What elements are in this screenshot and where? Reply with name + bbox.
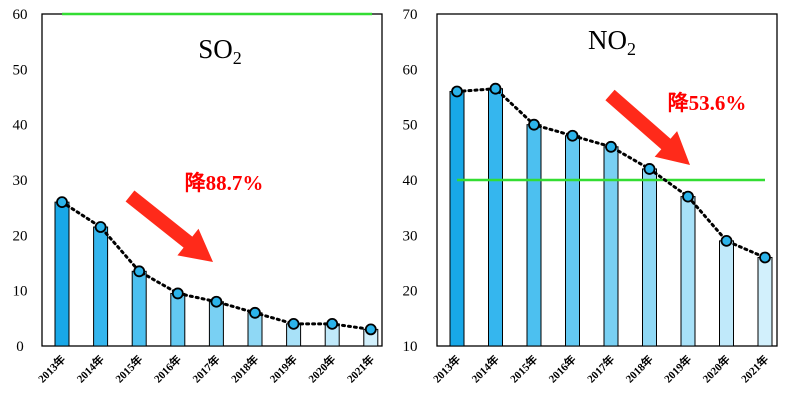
no2-y-tick-label: 40 bbox=[403, 173, 418, 189]
no2-data-point bbox=[451, 85, 463, 98]
so2-data-point bbox=[364, 323, 377, 336]
no2-decrease-annotation: 降53.6% bbox=[668, 91, 747, 115]
no2-data-point bbox=[759, 251, 771, 264]
so2-y-tick-label: 30 bbox=[13, 173, 28, 189]
no2-bar bbox=[719, 240, 734, 347]
so2-x-tick-label: 2020年 bbox=[305, 352, 338, 385]
no2-decrease-arrow bbox=[605, 89, 690, 165]
no2-bar bbox=[757, 256, 773, 347]
no2-x-tick-label: 2013年 bbox=[430, 352, 463, 385]
so2-x-tick-label: 2017年 bbox=[189, 352, 222, 385]
so2-bar bbox=[170, 292, 186, 347]
so2-data-point bbox=[133, 265, 146, 278]
no2-data-point bbox=[489, 82, 502, 95]
no2-data-point bbox=[720, 234, 733, 247]
so2-x-tick-label: 2016年 bbox=[151, 352, 184, 385]
no2-bar bbox=[526, 124, 542, 347]
no2-y-tick-label: 20 bbox=[403, 284, 418, 300]
so2-bar bbox=[131, 270, 147, 347]
so2-bar bbox=[93, 226, 109, 347]
no2-y-tick-label: 70 bbox=[403, 7, 418, 23]
so2-y-tick-label: 20 bbox=[13, 228, 28, 244]
so2-decrease-arrow bbox=[125, 190, 213, 262]
no2-data-point bbox=[528, 118, 540, 131]
no2-y-tick-label: 60 bbox=[403, 62, 418, 78]
so2-y-tick-label: 60 bbox=[13, 7, 28, 23]
no2-data-point bbox=[643, 163, 656, 175]
no2-bar bbox=[642, 168, 657, 347]
so2-x-tick-label: 2015年 bbox=[112, 352, 145, 385]
no2-x-tick-label: 2021年 bbox=[738, 352, 771, 385]
no2-y-tick-label: 10 bbox=[403, 339, 418, 355]
no2-data-point bbox=[682, 190, 694, 203]
no2-y-tick-label: 50 bbox=[403, 118, 418, 134]
so2-y-tick-label: 0 bbox=[16, 339, 24, 355]
so2-data-point bbox=[56, 196, 68, 209]
so2-x-tick-label: 2021年 bbox=[344, 352, 377, 385]
no2-x-tick-label: 2014年 bbox=[468, 352, 501, 385]
no2-data-point bbox=[566, 129, 579, 142]
so2-y-tick-label: 50 bbox=[13, 62, 28, 78]
so2-chart-title: SO2 bbox=[198, 34, 242, 68]
so2-data-point bbox=[326, 317, 339, 330]
no2-x-tick-label: 2016年 bbox=[545, 352, 578, 385]
so2-y-tick-label: 10 bbox=[13, 284, 28, 300]
so2-data-point bbox=[94, 221, 107, 233]
so2-x-tick-label: 2018年 bbox=[228, 352, 261, 385]
so2-decrease-annotation: 降88.7% bbox=[185, 171, 264, 195]
no2-x-tick-label: 2015年 bbox=[507, 352, 540, 385]
no2-x-tick-label: 2017年 bbox=[584, 352, 617, 385]
so2-x-tick-label: 2013年 bbox=[35, 352, 68, 385]
no2-x-tick-label: 2019年 bbox=[661, 352, 694, 385]
so2-data-point bbox=[287, 317, 300, 330]
no2-bar bbox=[680, 196, 696, 347]
so2-x-tick-label: 2014年 bbox=[73, 352, 106, 385]
so2-data-point bbox=[171, 287, 184, 300]
no2-y-tick-label: 30 bbox=[403, 228, 418, 244]
no2-data-point bbox=[605, 140, 617, 153]
so2-data-point bbox=[249, 306, 261, 319]
no2-bar bbox=[565, 135, 580, 347]
no2-bar bbox=[449, 90, 465, 347]
so2-y-tick-label: 40 bbox=[13, 118, 28, 134]
no2-bar bbox=[603, 146, 619, 347]
no2-chart-title: NO2 bbox=[588, 25, 636, 59]
no2-bar bbox=[488, 88, 503, 347]
no2-x-tick-label: 2020年 bbox=[699, 352, 732, 385]
so2-bar bbox=[54, 201, 70, 347]
no2-x-tick-label: 2018年 bbox=[622, 352, 655, 385]
so2-bar bbox=[208, 301, 224, 347]
so2-data-point bbox=[210, 295, 223, 308]
so2-x-tick-label: 2019年 bbox=[266, 352, 299, 385]
